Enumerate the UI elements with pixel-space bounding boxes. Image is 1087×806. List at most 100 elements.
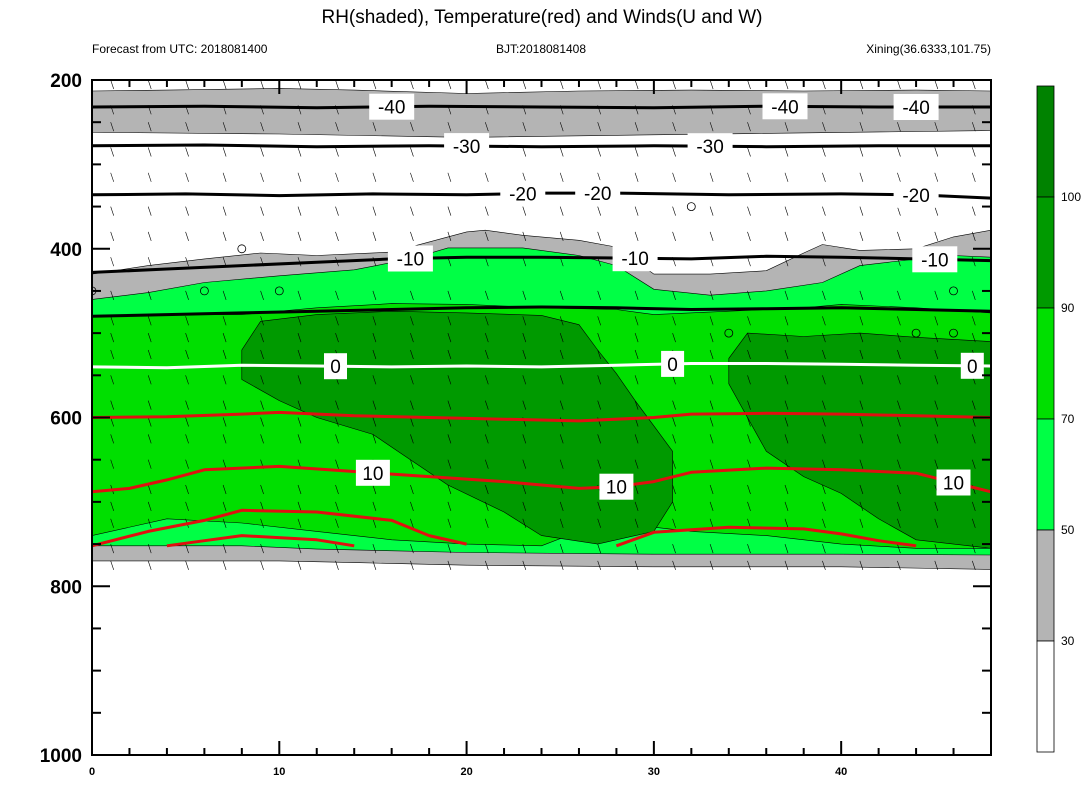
wind-barb [597,122,601,132]
wind-barb [859,484,864,495]
wind-barb [934,375,939,385]
wind-barb [260,172,264,182]
wind-barb [522,544,527,554]
x-tick-label: 40 [835,766,847,778]
wind-barb [485,459,489,469]
wind-barb [335,206,339,216]
wind-barb [410,206,414,216]
isotherm-label-box [599,473,634,500]
wind-barb [410,459,414,469]
colorbar-label: 30 [1061,634,1075,648]
wind-barb [110,206,114,216]
wind-barb [559,518,564,528]
wind-barb [709,459,714,469]
wind-barb [972,434,976,444]
wind-barb [185,257,189,267]
wind-barb [747,375,751,385]
wind-barb [147,417,152,427]
wind-barb [559,459,564,469]
wind-barb [897,400,901,410]
wind-barb [485,231,489,241]
wind-barb [372,122,377,132]
wind-barb [709,375,714,385]
wind-barb [634,560,639,570]
forecast-label: Forecast from UTC: 2018081400 [92,42,268,56]
wind-barb [822,434,826,444]
wind-barb [822,484,826,495]
wind-barb [597,375,601,385]
wind-barb [559,172,564,182]
wind-barb [147,434,152,444]
wind-barb [634,400,639,410]
wind-barb [747,172,751,182]
wind-barb [934,417,939,427]
wind-barb [147,206,152,216]
isotherm-label: 10 [606,478,627,499]
wind-barb [784,257,789,267]
wind-barb [897,172,901,182]
wind-barb [410,349,414,360]
wind-barb [110,375,114,385]
wind-barb [972,459,976,469]
colorbar-label: 90 [1061,301,1075,315]
wind-barb [147,147,152,157]
colorbar-band [1036,529,1055,642]
wind-barb [297,518,302,528]
wind-barb [335,434,339,444]
wind-barb [634,501,639,511]
wind-barb [972,333,976,343]
wind-barb [859,231,864,241]
wind-barb [110,544,114,554]
wind-barb [709,231,714,241]
wind-barb [147,122,152,132]
wind-barb [784,231,789,241]
wind-barb [634,375,639,385]
wind-barb [485,290,489,300]
wind-barb [297,316,302,326]
wind-barb [934,560,939,570]
wind-barb [859,147,864,157]
wind-barb [672,417,676,427]
wind-barb [222,316,227,326]
wind-barb [222,333,227,343]
colorbar-band [1036,418,1055,531]
wind-barb [972,518,976,528]
wind-barb [934,459,939,469]
wind-barb [672,400,676,410]
calm-wind-marker [724,328,734,338]
wind-barb [634,147,639,157]
wind-barb [522,290,527,300]
wind-barb [559,349,564,360]
wind-barb [784,290,789,300]
wind-barb [634,122,639,132]
wind-barb [897,122,901,132]
wind-barb [147,560,152,570]
wind-barb [372,501,377,511]
isotherm-label: -30 [696,137,723,158]
wind-barb [709,518,714,528]
wind-barb [372,560,377,570]
wind-barb [784,333,789,343]
wind-barb [709,434,714,444]
wind-barb [260,231,264,241]
wind-barb [822,147,826,157]
wind-barb [260,375,264,385]
bjt-label: BJT:2018081408 [496,42,586,56]
wind-barb [634,434,639,444]
wind-barb [972,400,976,410]
wind-barb [747,231,751,241]
wind-barb [260,349,264,360]
wind-barb [260,544,264,554]
isotherm-layer: -40 -40 -40 -30 -30 -20 -20 -20 -10 -10 -10 0 0 0 10 10… [92,93,991,548]
wind-barb [447,375,452,385]
isotherm-label: 0 [967,357,978,378]
wind-barb [784,122,789,132]
wind-barb [185,484,189,495]
wind-barb [522,333,527,343]
isotherm-line-4 [92,305,991,318]
wind-barb [747,122,751,132]
wind-barb [335,147,339,157]
wind-barb [634,206,639,216]
wind-barb [897,544,901,554]
wind-barb [597,501,601,511]
